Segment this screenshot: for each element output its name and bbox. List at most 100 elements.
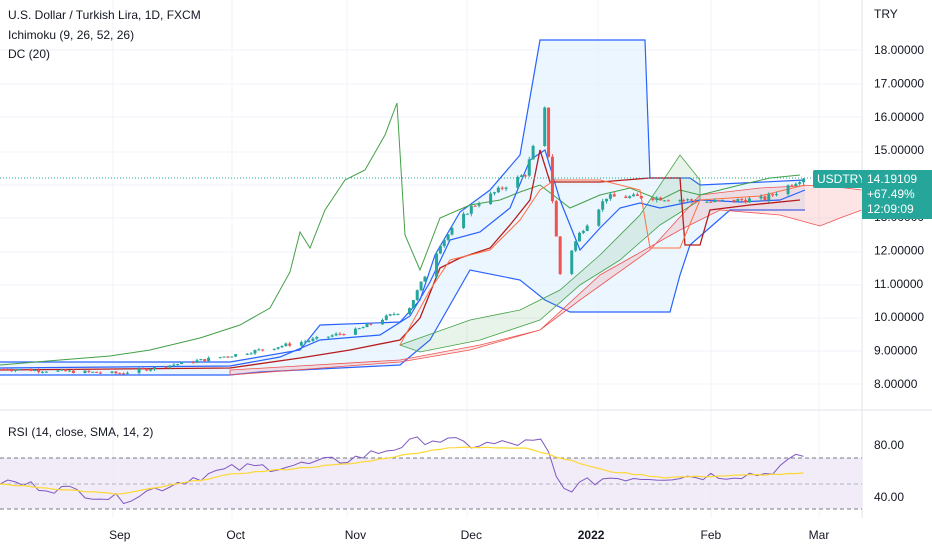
candle-body[interactable] — [95, 371, 99, 373]
candle-body[interactable] — [415, 290, 419, 300]
candle-body[interactable] — [299, 342, 303, 346]
candle-body[interactable] — [624, 196, 628, 198]
candle-body[interactable] — [125, 372, 129, 374]
candle-body[interactable] — [775, 194, 779, 196]
candle-body[interactable] — [6, 369, 10, 371]
candle-body[interactable] — [353, 328, 357, 335]
candle-body[interactable] — [438, 246, 442, 254]
candle-body[interactable] — [153, 366, 157, 370]
candle-body[interactable] — [574, 241, 578, 251]
candle-body[interactable] — [771, 194, 775, 196]
candle-body[interactable] — [342, 334, 346, 336]
candle-body[interactable] — [13, 369, 17, 371]
candle-body[interactable] — [261, 349, 265, 351]
candle-body[interactable] — [249, 353, 253, 355]
candle-body[interactable] — [713, 200, 717, 202]
candle-body[interactable] — [747, 198, 751, 203]
candle-body[interactable] — [411, 299, 415, 309]
candle-body[interactable] — [44, 371, 48, 373]
candle-body[interactable] — [396, 313, 400, 315]
candle-body[interactable] — [276, 347, 280, 349]
candle-body[interactable] — [384, 315, 388, 320]
candle-body[interactable] — [736, 199, 740, 202]
candle-body[interactable] — [477, 204, 481, 206]
candle-body[interactable] — [523, 175, 527, 177]
candle-body[interactable] — [284, 343, 288, 346]
candle-body[interactable] — [114, 371, 118, 374]
candle-body[interactable] — [612, 194, 616, 197]
candle-body[interactable] — [257, 349, 261, 351]
candle-body[interactable] — [141, 368, 145, 370]
candle-body[interactable] — [442, 239, 446, 247]
candle-body[interactable] — [763, 196, 767, 201]
candle-body[interactable] — [802, 178, 806, 183]
candle-body[interactable] — [794, 183, 798, 186]
candle-body[interactable] — [203, 359, 207, 362]
candle-body[interactable] — [369, 323, 373, 325]
candle-body[interactable] — [164, 366, 168, 368]
candle-body[interactable] — [40, 371, 44, 373]
candle-body[interactable] — [288, 343, 292, 346]
candle-body[interactable] — [465, 213, 469, 215]
candle-body[interactable] — [740, 199, 744, 201]
rsi-axis[interactable]: 40.00 80.00 — [874, 438, 904, 504]
candle-body[interactable] — [632, 194, 636, 197]
candles-group[interactable] — [2, 106, 806, 376]
candle-body[interactable] — [705, 201, 709, 203]
candle-body[interactable] — [581, 230, 585, 233]
candle-body[interactable] — [605, 198, 609, 202]
candle-body[interactable] — [570, 250, 574, 274]
candle-body[interactable] — [98, 372, 102, 374]
candle-body[interactable] — [419, 281, 423, 291]
candle-body[interactable] — [87, 370, 91, 372]
candle-body[interactable] — [516, 176, 520, 188]
candle-body[interactable] — [659, 197, 663, 201]
candle-body[interactable] — [550, 156, 554, 202]
candle-body[interactable] — [790, 185, 794, 187]
candle-body[interactable] — [311, 338, 315, 341]
candle-body[interactable] — [720, 199, 724, 201]
candle-body[interactable] — [222, 356, 226, 358]
candle-body[interactable] — [361, 327, 365, 329]
candle-body[interactable] — [666, 200, 670, 202]
candle-body[interactable] — [91, 371, 95, 373]
candle-body[interactable] — [326, 336, 330, 338]
candle-body[interactable] — [690, 199, 694, 201]
candle-body[interactable] — [191, 361, 195, 363]
candle-body[interactable] — [118, 373, 122, 375]
candle-body[interactable] — [435, 253, 439, 277]
candle-body[interactable] — [207, 357, 211, 362]
candle-body[interactable] — [527, 159, 531, 176]
candle-body[interactable] — [639, 195, 643, 199]
candle-body[interactable] — [585, 225, 589, 231]
candle-body[interactable] — [597, 209, 601, 226]
candle-body[interactable] — [423, 276, 427, 282]
candle-body[interactable] — [744, 200, 748, 203]
candle-body[interactable] — [786, 185, 790, 195]
candle-body[interactable] — [71, 370, 75, 374]
rsi-legend[interactable]: RSI (14, close, SMA, 14, 2) — [8, 425, 154, 439]
candle-body[interactable] — [767, 194, 771, 201]
candle-body[interactable] — [180, 361, 184, 365]
candle-body[interactable] — [489, 193, 493, 205]
candle-body[interactable] — [655, 197, 659, 200]
candle-body[interactable] — [2, 368, 6, 370]
candle-body[interactable] — [56, 370, 60, 372]
candle-body[interactable] — [37, 370, 41, 372]
ichimoku-legend[interactable]: Ichimoku (9, 26, 52, 26) — [8, 28, 135, 42]
candle-body[interactable] — [10, 370, 14, 372]
candle-body[interactable] — [330, 335, 334, 337]
candle-body[interactable] — [686, 199, 690, 201]
candle-body[interactable] — [520, 175, 524, 177]
candle-body[interactable] — [338, 333, 342, 335]
candle-body[interactable] — [68, 370, 72, 372]
candle-body[interactable] — [601, 201, 605, 210]
candle-body[interactable] — [380, 319, 384, 325]
candle-body[interactable] — [628, 196, 632, 198]
candle-body[interactable] — [122, 373, 126, 375]
candle-body[interactable] — [798, 182, 802, 184]
candle-body[interactable] — [176, 364, 180, 366]
candle-body[interactable] — [110, 371, 114, 373]
candle-body[interactable] — [253, 350, 257, 354]
